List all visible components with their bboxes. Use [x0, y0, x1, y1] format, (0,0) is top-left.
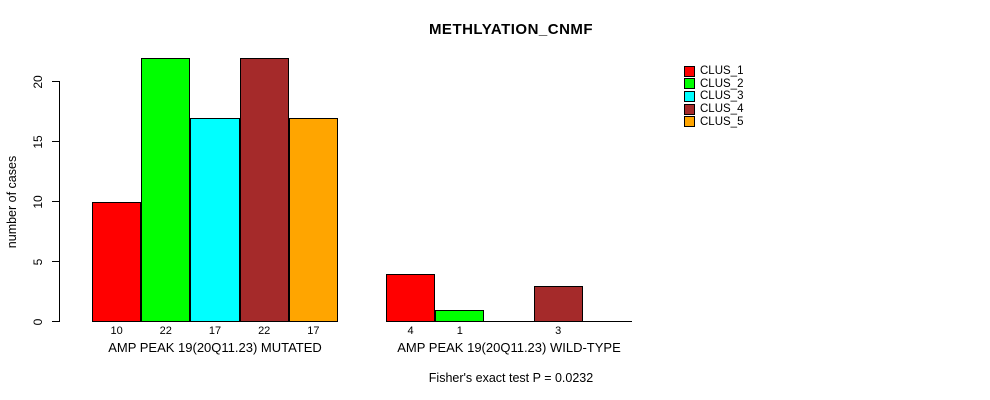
legend-item-clus-4: CLUS_4 — [684, 103, 743, 116]
legend-swatch-clus-3-icon — [684, 90, 695, 102]
legend-swatch-clus-4-icon — [684, 103, 695, 115]
chart-title: METHLYATION_CNMF — [428, 21, 594, 38]
legend-item-clus-3: CLUS_3 — [684, 90, 743, 103]
legend: CLUS_1 CLUS_2 CLUS_3 CLUS_4 CLUS_5 — [684, 65, 743, 128]
bar-value-label-clus_2-group-1: 1 — [456, 325, 463, 337]
bar-clus_1-group-0 — [92, 202, 142, 322]
bar-clus_1-group-1 — [386, 274, 436, 322]
legend-item-clus-1: CLUS_1 — [684, 65, 743, 78]
y-tick-label-0: 0 — [31, 318, 45, 325]
y-tick-label-10: 10 — [31, 194, 45, 209]
y-tick-label-20: 20 — [31, 74, 45, 89]
bar-clus_2-group-0 — [141, 58, 191, 322]
bar-clus_4-group-0 — [239, 58, 289, 322]
legend-label-clus-3: CLUS_3 — [700, 90, 744, 103]
stat-test-note: Fisher's exact test P = 0.0232 — [428, 371, 594, 385]
x-group-label-wild-type: AMP PEAK 19(20Q11.23) WILD-TYPE — [397, 340, 621, 355]
x-group-label-mutated: AMP PEAK 19(20Q11.23) MUTATED — [108, 340, 322, 355]
y-tick-20 — [52, 81, 59, 82]
legend-label-clus-1: CLUS_1 — [700, 65, 744, 78]
bar-clus_2-group-1 — [435, 310, 485, 322]
bar-clus_4-group-1 — [533, 286, 583, 322]
bar-clus_3-group-0 — [190, 118, 240, 322]
y-axis-line — [59, 81, 60, 322]
y-tick-label-5: 5 — [31, 258, 45, 265]
bar-clus_5-group-0 — [288, 118, 338, 322]
y-tick-10 — [52, 201, 59, 202]
legend-swatch-clus-1-icon — [684, 65, 695, 77]
y-axis-title: number of cases — [5, 155, 19, 249]
legend-item-clus-5: CLUS_5 — [684, 115, 743, 128]
x-axis-baseline-group-1 — [386, 321, 632, 322]
legend-label-clus-4: CLUS_4 — [700, 103, 744, 116]
bar-value-label-clus_2-group-0: 22 — [159, 325, 172, 337]
y-tick-15 — [52, 141, 59, 142]
bar-value-label-clus_3-group-0: 17 — [208, 325, 222, 337]
y-tick-label-15: 15 — [31, 134, 45, 149]
legend-label-clus-5: CLUS_5 — [700, 115, 744, 128]
bar-value-label-clus_4-group-1: 3 — [555, 325, 562, 337]
y-tick-0 — [52, 321, 59, 322]
y-tick-5 — [52, 261, 59, 262]
legend-swatch-clus-2-icon — [684, 78, 695, 90]
bar-value-label-clus_1-group-0: 10 — [110, 325, 123, 337]
legend-label-clus-2: CLUS_2 — [700, 77, 744, 90]
bar-value-label-clus_1-group-1: 4 — [407, 325, 414, 337]
bar-value-label-clus_4-group-0: 22 — [258, 325, 271, 337]
legend-item-clus-2: CLUS_2 — [684, 78, 743, 91]
legend-swatch-clus-5-icon — [684, 116, 695, 128]
bar-value-label-clus_5-group-0: 17 — [307, 325, 320, 337]
